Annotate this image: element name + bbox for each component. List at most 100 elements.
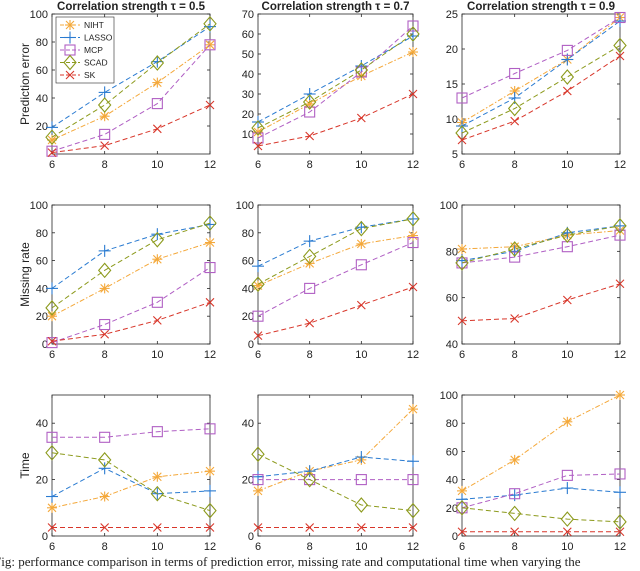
series-mcp bbox=[252, 236, 419, 322]
data-point bbox=[561, 469, 573, 481]
axes-box bbox=[51, 394, 211, 537]
x-tick-label: 12 bbox=[204, 349, 216, 361]
series-line bbox=[461, 55, 621, 141]
data-point bbox=[99, 283, 110, 294]
series-lasso bbox=[456, 482, 626, 506]
series-line bbox=[461, 283, 621, 322]
series-scad bbox=[251, 446, 420, 519]
series-line bbox=[257, 25, 414, 139]
legend-label: SK bbox=[84, 70, 96, 80]
series-line bbox=[51, 301, 211, 342]
x-tick-label: 10 bbox=[151, 159, 163, 171]
data-point bbox=[99, 318, 111, 331]
x-tick-label: 8 bbox=[512, 349, 518, 361]
series-scad bbox=[45, 444, 217, 519]
series-sk bbox=[457, 51, 625, 145]
series-scad bbox=[455, 499, 627, 530]
data-point-b bbox=[100, 523, 110, 532]
y-tick-label: 60 bbox=[36, 65, 48, 77]
data-point bbox=[203, 215, 217, 231]
legend: NIHT LASSO MCP SCAD SK bbox=[55, 16, 115, 84]
data-point bbox=[251, 120, 265, 136]
data-point bbox=[205, 466, 215, 477]
data-point bbox=[408, 89, 418, 99]
panel-r1-c2: 6 8 10 12 40 60 80 100 bbox=[440, 200, 627, 361]
x-tick-label: 6 bbox=[459, 541, 465, 553]
y-tick-label: 40 bbox=[36, 418, 48, 430]
x-tick-label: 6 bbox=[255, 541, 261, 553]
series-line bbox=[257, 456, 414, 478]
data-point-b bbox=[457, 527, 467, 537]
data-point bbox=[408, 47, 418, 57]
data-point-b bbox=[562, 295, 572, 305]
data-point bbox=[562, 295, 572, 305]
data-point bbox=[507, 505, 522, 522]
data-point bbox=[98, 462, 111, 475]
data-point bbox=[510, 314, 520, 323]
y-tick-label: 80 bbox=[36, 228, 48, 240]
data-point bbox=[407, 20, 419, 32]
data-point-b bbox=[615, 527, 625, 537]
data-point bbox=[354, 497, 369, 513]
data-point bbox=[100, 523, 110, 532]
data-point-b bbox=[253, 127, 263, 137]
series-line bbox=[51, 242, 211, 317]
legend-marker-b bbox=[65, 70, 75, 80]
series-line bbox=[461, 20, 621, 127]
series-line bbox=[257, 33, 414, 129]
data-point bbox=[303, 88, 316, 100]
x-tick-label: 10 bbox=[151, 541, 163, 553]
series-lasso bbox=[46, 218, 216, 295]
y-tick-label: 20 bbox=[242, 311, 254, 323]
data-point-b bbox=[205, 297, 215, 307]
data-point bbox=[152, 471, 163, 482]
data-point bbox=[205, 237, 215, 248]
data-point-b bbox=[408, 404, 418, 414]
data-point-b bbox=[305, 131, 315, 141]
y-tick-label: 100 bbox=[30, 9, 48, 21]
series-niht bbox=[253, 47, 418, 137]
data-point bbox=[151, 98, 163, 110]
y-tick-label: 60 bbox=[242, 29, 254, 41]
y-tick-label: 10 bbox=[446, 114, 458, 126]
data-point bbox=[457, 527, 467, 537]
data-point bbox=[615, 279, 625, 289]
data-point-b bbox=[100, 111, 110, 121]
data-point-b bbox=[408, 282, 418, 292]
y-tick-label: 20 bbox=[36, 475, 48, 487]
data-point-b bbox=[510, 116, 520, 126]
panel-title: Correlation strength τ = 0.5 bbox=[57, 1, 206, 13]
data-point-b bbox=[205, 523, 215, 532]
data-point-b bbox=[615, 279, 625, 289]
y-tick-label: 80 bbox=[446, 418, 458, 430]
x-tick-label: 6 bbox=[49, 159, 55, 171]
data-point bbox=[408, 523, 418, 532]
data-point-b bbox=[408, 89, 418, 99]
data-point bbox=[356, 71, 367, 81]
x-tick-label: 8 bbox=[512, 159, 518, 171]
data-point bbox=[613, 514, 627, 530]
data-point-b bbox=[152, 523, 162, 532]
data-point bbox=[561, 482, 574, 495]
x-tick-label: 12 bbox=[614, 541, 626, 553]
data-point-b bbox=[356, 300, 366, 310]
data-point bbox=[407, 455, 419, 468]
x-tick-label: 8 bbox=[307, 159, 313, 171]
data-point-b bbox=[253, 331, 263, 341]
x-tick-label: 12 bbox=[614, 349, 626, 361]
x-tick-label: 8 bbox=[102, 349, 108, 361]
data-point bbox=[302, 248, 317, 265]
data-point bbox=[510, 116, 520, 126]
series-line bbox=[257, 51, 414, 133]
series-line bbox=[461, 17, 621, 99]
data-point bbox=[97, 262, 112, 279]
panel-r1-c1: 6 8 10 12 0 20 40 60 80 100 bbox=[236, 200, 420, 361]
data-point bbox=[203, 502, 217, 519]
data-point bbox=[204, 484, 216, 497]
x-tick-label: 10 bbox=[151, 349, 163, 361]
series-line bbox=[257, 235, 414, 287]
series-sk bbox=[253, 523, 418, 532]
series-line bbox=[461, 507, 621, 523]
data-point bbox=[99, 431, 111, 443]
series-line bbox=[51, 44, 211, 152]
